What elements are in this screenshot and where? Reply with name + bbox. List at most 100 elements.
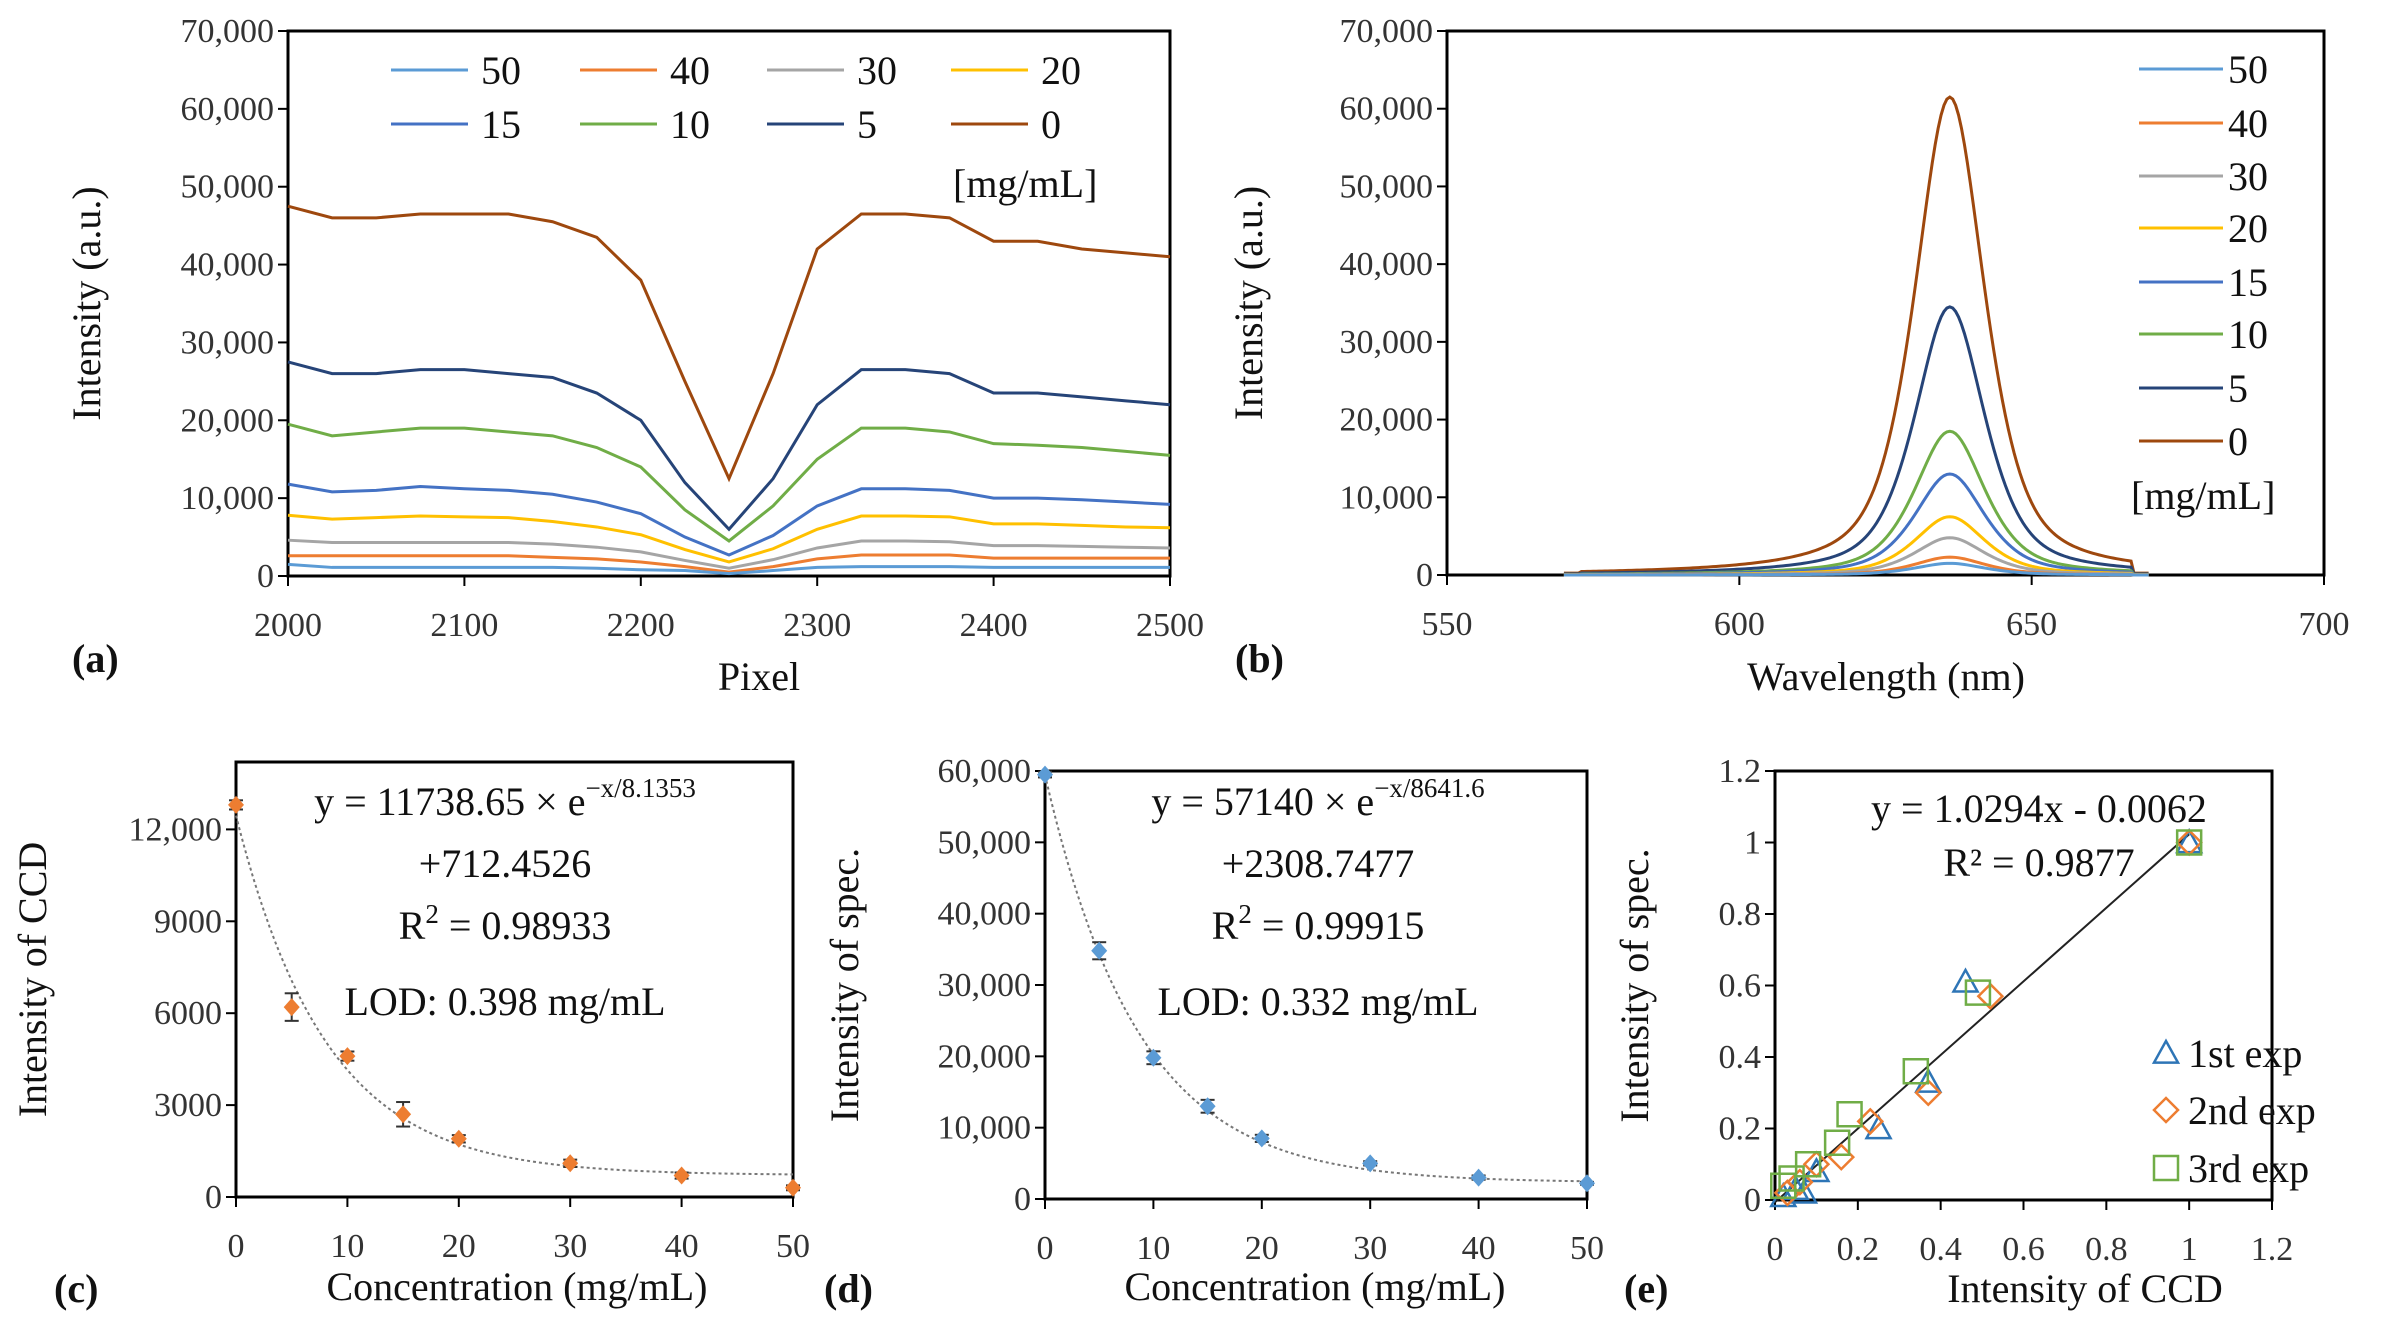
r-squared: R2 = 0.98933 [399, 899, 612, 948]
x-tick-label: 0 [228, 1228, 245, 1265]
data-point [1037, 765, 1053, 784]
series-line-5 [287, 360, 1171, 532]
panel-d: 0 10,000 20,000 30,000 40,000 50,000 60,000 0 10… [822, 753, 1604, 1311]
y-tick-label: 0.8 [1719, 896, 1762, 933]
legend-label-5: 5 [857, 102, 877, 147]
x-tick-label: 0.4 [1919, 1231, 1962, 1268]
series-line-40 [288, 553, 1170, 574]
legend-label-30: 30 [857, 48, 897, 93]
y-tick-label: 30,000 [181, 324, 275, 361]
x-tick-label: 40 [665, 1228, 699, 1265]
series-line-30 [287, 538, 1171, 570]
x-tick-label: 10 [330, 1228, 364, 1265]
x-tick-label: 0 [1767, 1231, 1784, 1268]
r-squared: R² = 0.9877 [1943, 840, 2134, 885]
x-tick-label: 550 [1422, 606, 1473, 643]
x-tick-label: 2100 [430, 607, 498, 644]
y-tick-label: 70,000 [181, 13, 275, 50]
y-axis-title: Intensity (a.u.) [64, 186, 109, 420]
x-tick-label: 10 [1136, 1230, 1170, 1267]
y-tick-label: 20,000 [1340, 402, 1434, 439]
plot-frame [286, 29, 1172, 578]
y-tick-label: 1.2 [1719, 753, 1762, 790]
x-tick-label: 600 [1714, 606, 1765, 643]
legend-marker-diamond [2152, 1096, 2180, 1124]
legend-label: 1st exp [2188, 1031, 2302, 1076]
fit-equation-exponent: −x/8641.6 [1374, 773, 1484, 803]
x-tick-label: 2500 [1136, 607, 1204, 644]
fit-equation-base: y = 11738.65 × e [314, 779, 585, 824]
fit-equation-exponent: −x/8.1353 [585, 773, 695, 803]
x-tick-label: 1.2 [2251, 1231, 2294, 1268]
y-tick-label: 70,000 [1340, 13, 1434, 50]
data-point [1091, 941, 1108, 960]
fit-equation: y = 57140 × e−x/8641.6 [1151, 773, 1484, 824]
x-axis-title: Concentration (mg/mL) [326, 1264, 707, 1309]
data-point [1253, 1129, 1270, 1148]
y-tick-label: 0 [1416, 557, 1433, 594]
y-tick-label: 60,000 [938, 753, 1032, 790]
x-tick-label: 0 [1037, 1230, 1054, 1267]
panel-a: 0 10,000 20,000 30,000 40,000 50,000 60,000 70,… [64, 13, 1204, 699]
y-axis-title: Intensity of spec. [1612, 848, 1657, 1122]
x-axis-title: Intensity of CCD [1947, 1266, 2223, 1311]
data-point [1579, 1174, 1595, 1193]
y-axis-title: Intensity of CCD [10, 842, 55, 1118]
legend-label-20: 20 [2228, 206, 2268, 251]
y-tick-label: 40,000 [938, 896, 1032, 933]
y-tick-label: 0.6 [1719, 968, 1762, 1005]
fit-equation: y = 11738.65 × e−x/8.1353 [314, 773, 696, 824]
y-tick-label: 30,000 [938, 967, 1032, 1004]
y-tick-label: 60,000 [181, 91, 275, 128]
legend-label-15: 15 [481, 102, 521, 147]
y-tick-label: 40,000 [181, 247, 275, 284]
y-tick-label: 60,000 [1340, 91, 1434, 128]
panel-label: (a) [72, 636, 119, 681]
x-tick-label: 50 [1570, 1230, 1604, 1267]
x-axis-title: Pixel [718, 654, 800, 699]
y-tick-label: 20,000 [938, 1038, 1032, 1075]
data-point [450, 1129, 467, 1148]
y-tick-label: 0 [1744, 1182, 1761, 1219]
legend-label: 2nd exp [2188, 1088, 2316, 1133]
data-point [1199, 1097, 1216, 1116]
y-tick-label: 10,000 [938, 1110, 1032, 1147]
legend-label-10: 10 [670, 102, 710, 147]
x-tick-label: 2200 [607, 607, 675, 644]
data-point-triangle [2175, 827, 2204, 854]
data-point [1362, 1154, 1379, 1173]
y-tick-label: 0 [205, 1179, 222, 1216]
series-line-10 [1563, 429, 2149, 576]
x-axis-title: Wavelength (nm) [1747, 654, 2025, 699]
y-tick-label: 50,000 [938, 824, 1032, 861]
plot-frame [234, 760, 795, 1199]
legend-label-30: 30 [2228, 154, 2268, 199]
x-tick-label: 2000 [254, 607, 322, 644]
series-line-0 [287, 204, 1171, 483]
x-tick-label: 30 [1353, 1230, 1387, 1267]
panel-label: (c) [54, 1266, 98, 1311]
series-line-0 [1563, 95, 2149, 575]
y-tick-label: 1 [1744, 825, 1761, 862]
panel-label: (e) [1624, 1266, 1668, 1311]
y-tick-label: 12,000 [129, 811, 223, 848]
data-point-square [1823, 1129, 1851, 1157]
x-tick-label: 2300 [783, 607, 851, 644]
x-axis-title: Concentration (mg/mL) [1124, 1264, 1505, 1309]
x-tick-label: 40 [1462, 1230, 1496, 1267]
y-tick-label: 40,000 [1340, 246, 1434, 283]
y-tick-label: 50,000 [181, 169, 275, 206]
trendline [1774, 833, 2190, 1203]
x-tick-label: 1 [2181, 1231, 2198, 1268]
panel-label: (b) [1235, 636, 1284, 681]
legend-label-50: 50 [2228, 47, 2268, 92]
legend-label-15: 15 [2228, 260, 2268, 305]
data-point-diamond [1914, 1078, 1943, 1107]
data-point [339, 1047, 356, 1066]
data-point-triangle [1864, 1113, 1893, 1140]
x-tick-label: 0.8 [2085, 1231, 2128, 1268]
panel-c: 0 3000 6000 9000 12,000 0 10 20 30 40 50 Intensity … [10, 760, 810, 1311]
x-tick-label: 0.6 [2002, 1231, 2045, 1268]
fit-equation-offset: +2308.7477 [1222, 841, 1415, 886]
